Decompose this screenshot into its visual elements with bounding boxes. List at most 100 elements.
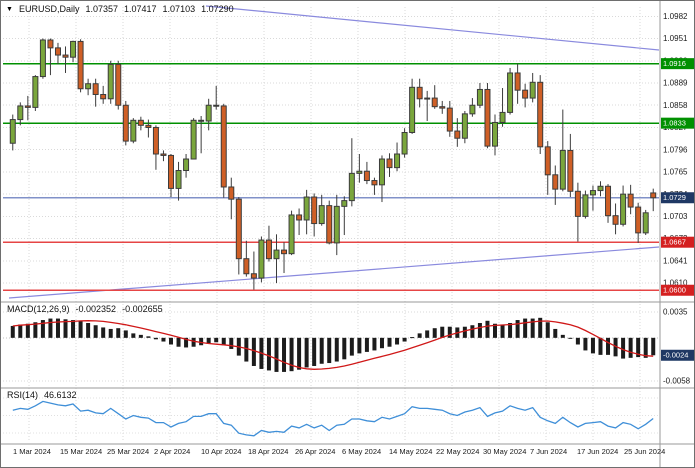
macd-histogram-bar xyxy=(25,323,30,338)
macd-histogram-bar xyxy=(251,337,256,366)
rsi-indicator-header: RSI(14) 46.6132 xyxy=(7,390,77,400)
candle-body xyxy=(469,104,476,115)
candle-body xyxy=(228,186,235,200)
macd-histogram-bar xyxy=(425,330,430,338)
candle-body xyxy=(235,198,242,260)
macd-histogram-bar xyxy=(161,337,166,342)
macd-histogram-bar xyxy=(643,337,648,358)
candle-body xyxy=(529,81,536,99)
candle-body xyxy=(514,72,521,91)
macd-histogram-bar xyxy=(410,337,415,339)
macd-histogram-bar xyxy=(485,320,490,338)
candle-body xyxy=(394,153,401,169)
macd-histogram-bar xyxy=(560,334,565,338)
ohlc-high-value: 1.07417 xyxy=(124,4,157,14)
candle-body xyxy=(296,214,303,221)
macd-histogram-bar xyxy=(342,337,347,360)
macd-histogram-bar xyxy=(349,337,354,356)
macd-histogram-bar xyxy=(379,337,384,349)
macd-histogram-bar xyxy=(417,333,422,338)
macd-histogram-bar xyxy=(48,318,53,338)
macd-histogram-bar xyxy=(575,337,580,345)
macd-histogram-bar xyxy=(18,324,23,338)
candle-body xyxy=(137,119,144,126)
candle-body xyxy=(85,83,92,90)
macd-histogram-bar xyxy=(515,320,520,338)
macd-histogram-bar xyxy=(214,337,219,343)
rsi-value: 46.6132 xyxy=(44,390,77,400)
macd-signal-value: -0.002655 xyxy=(122,304,163,314)
macd-signal-line xyxy=(12,320,654,370)
macd-histogram-bar xyxy=(206,337,211,344)
macd-histogram-bar xyxy=(372,337,377,351)
candle-body xyxy=(484,88,491,147)
time-axis-label: 15 Mar 2024 xyxy=(60,447,102,456)
price-level-badge xyxy=(661,284,694,296)
macd-histogram-bar xyxy=(55,318,60,338)
candle-body xyxy=(552,174,559,190)
candle-body xyxy=(160,153,167,156)
macd-histogram-bar xyxy=(364,337,369,352)
macd-histogram-bar xyxy=(169,337,173,345)
macd-histogram-bar xyxy=(63,319,68,338)
macd-histogram-bar xyxy=(327,337,332,364)
macd-histogram-bar xyxy=(477,323,482,338)
price-level-badge xyxy=(661,192,694,204)
candle-body xyxy=(77,40,84,90)
ohlc-close-value: 1.07290 xyxy=(201,4,234,14)
macd-histogram-bar xyxy=(191,337,196,347)
candle-body xyxy=(70,40,77,58)
macd-label: MACD(12,26,9) xyxy=(7,304,70,314)
candle-body xyxy=(378,158,385,186)
macd-histogram-bar xyxy=(523,318,528,338)
macd-histogram-bar xyxy=(636,337,641,358)
price-level-badge-text: 1.0600 xyxy=(663,286,686,295)
macd-histogram-bar xyxy=(553,328,558,338)
candle-body xyxy=(205,104,212,122)
candle-body xyxy=(243,258,250,275)
macd-histogram-bar xyxy=(86,323,91,338)
candle-body xyxy=(62,54,69,58)
candle-body xyxy=(326,205,333,244)
time-axis-label: 22 May 2024 xyxy=(436,447,479,456)
macd-histogram-bar xyxy=(184,337,189,348)
macd-histogram-bar xyxy=(108,328,113,338)
candle-body xyxy=(115,63,122,106)
time-axis-label: 26 Apr 2024 xyxy=(295,447,335,456)
price-level-badge xyxy=(661,236,694,248)
candle-body xyxy=(183,158,190,171)
macd-histogram-bar xyxy=(470,325,475,338)
price-axis-label: 1.0889 xyxy=(663,79,688,88)
ohlc-low-value: 1.07103 xyxy=(162,4,196,14)
price-axis-label: 1.0703 xyxy=(663,212,688,221)
macd-histogram-bar xyxy=(447,326,452,338)
time-axis-label: 17 Jun 2024 xyxy=(577,447,618,456)
candle-body xyxy=(265,239,272,260)
candle-body xyxy=(288,214,295,255)
macd-histogram-bar xyxy=(440,326,445,338)
candle-body xyxy=(605,185,612,217)
macd-histogram-bar xyxy=(244,337,249,362)
candle-body xyxy=(544,146,551,176)
macd-histogram-bar xyxy=(71,320,76,338)
macd-histogram-bar xyxy=(78,320,83,338)
macd-histogram-bar xyxy=(334,337,339,362)
candle-body xyxy=(168,154,174,189)
macd-histogram-bar xyxy=(583,337,588,351)
candle-body xyxy=(597,185,604,192)
candle-body xyxy=(258,239,265,279)
macd-histogram-bar xyxy=(266,337,271,371)
chart-dropdown-icon[interactable]: ▼ xyxy=(6,5,13,13)
candle-body xyxy=(348,172,355,202)
candle-body xyxy=(454,130,461,139)
macd-histogram-bar xyxy=(508,323,513,338)
candle-body xyxy=(635,206,642,234)
macd-histogram-bar xyxy=(33,322,38,338)
macd-histogram-bar xyxy=(297,337,302,370)
symbol-timeframe-label: EURUSD,Daily xyxy=(18,4,80,14)
candle-body xyxy=(281,249,288,255)
ohlc-open-value: 1.07357 xyxy=(85,4,118,14)
candle-body xyxy=(100,93,107,100)
